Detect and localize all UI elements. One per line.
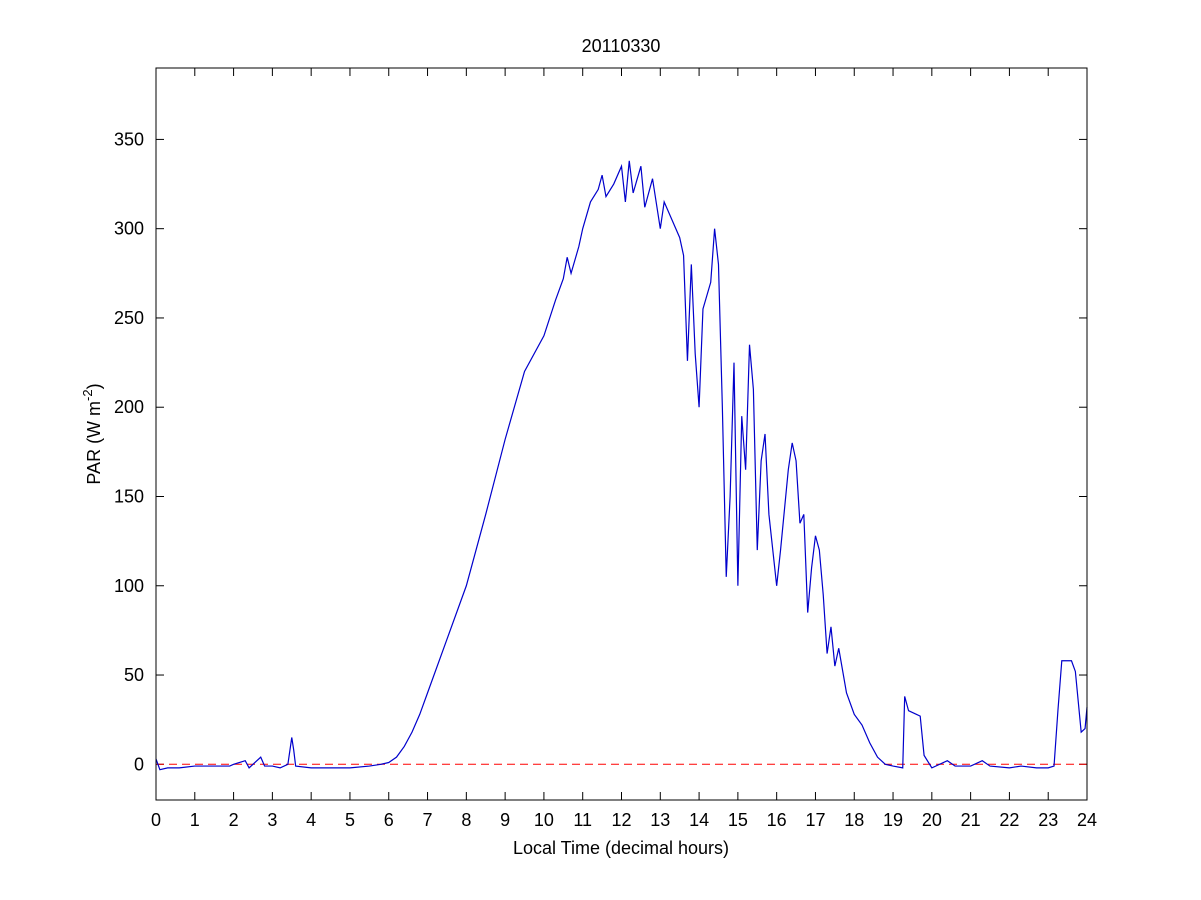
y-tick-label: 0	[134, 754, 144, 774]
y-label-text: PAR (W m	[84, 401, 104, 485]
y-axis-label: PAR (W m-2)	[80, 383, 104, 484]
x-tick-label: 3	[267, 810, 277, 830]
chart-title: 20110330	[582, 36, 661, 56]
x-tick-label: 19	[883, 810, 903, 830]
x-tick-label: 4	[306, 810, 316, 830]
x-tick-label: 11	[573, 810, 592, 830]
x-tick-label: 20	[922, 810, 942, 830]
y-tick-label: 50	[124, 665, 144, 685]
y-tick-label: 300	[114, 219, 144, 239]
y-tick-label: 250	[114, 308, 144, 328]
x-tick-label: 17	[805, 810, 825, 830]
y-tick-label: 350	[114, 129, 144, 149]
x-tick-label: 1	[190, 810, 200, 830]
x-tick-label: 6	[384, 810, 394, 830]
x-tick-label: 2	[229, 810, 239, 830]
axes-box	[155, 67, 1088, 801]
x-tick-label: 13	[650, 810, 670, 830]
x-tick-label: 15	[728, 810, 748, 830]
x-tick-label: 16	[767, 810, 787, 830]
x-tick-label: 8	[461, 810, 471, 830]
x-tick-label: 21	[961, 810, 981, 830]
y-tick-label: 100	[114, 576, 144, 596]
x-tick-label: 23	[1038, 810, 1058, 830]
x-tick-label: 12	[611, 810, 631, 830]
y-label-superscript: -2	[80, 389, 95, 401]
x-tick-label: 18	[844, 810, 864, 830]
y-label-text: )	[84, 383, 104, 389]
x-tick-label: 10	[534, 810, 554, 830]
x-tick-label: 0	[151, 810, 161, 830]
y-tick-label: 200	[114, 397, 144, 417]
x-tick-label: 14	[689, 810, 709, 830]
data-line	[155, 160, 1088, 771]
x-tick-label: 5	[345, 810, 355, 830]
x-tick-label: 22	[999, 810, 1019, 830]
x-tick-label: 7	[423, 810, 433, 830]
x-tick-label: 24	[1077, 810, 1097, 830]
x-tick-label: 9	[500, 810, 510, 830]
x-axis-label: Local Time (decimal hours)	[513, 838, 729, 858]
y-tick-label: 150	[114, 486, 144, 506]
